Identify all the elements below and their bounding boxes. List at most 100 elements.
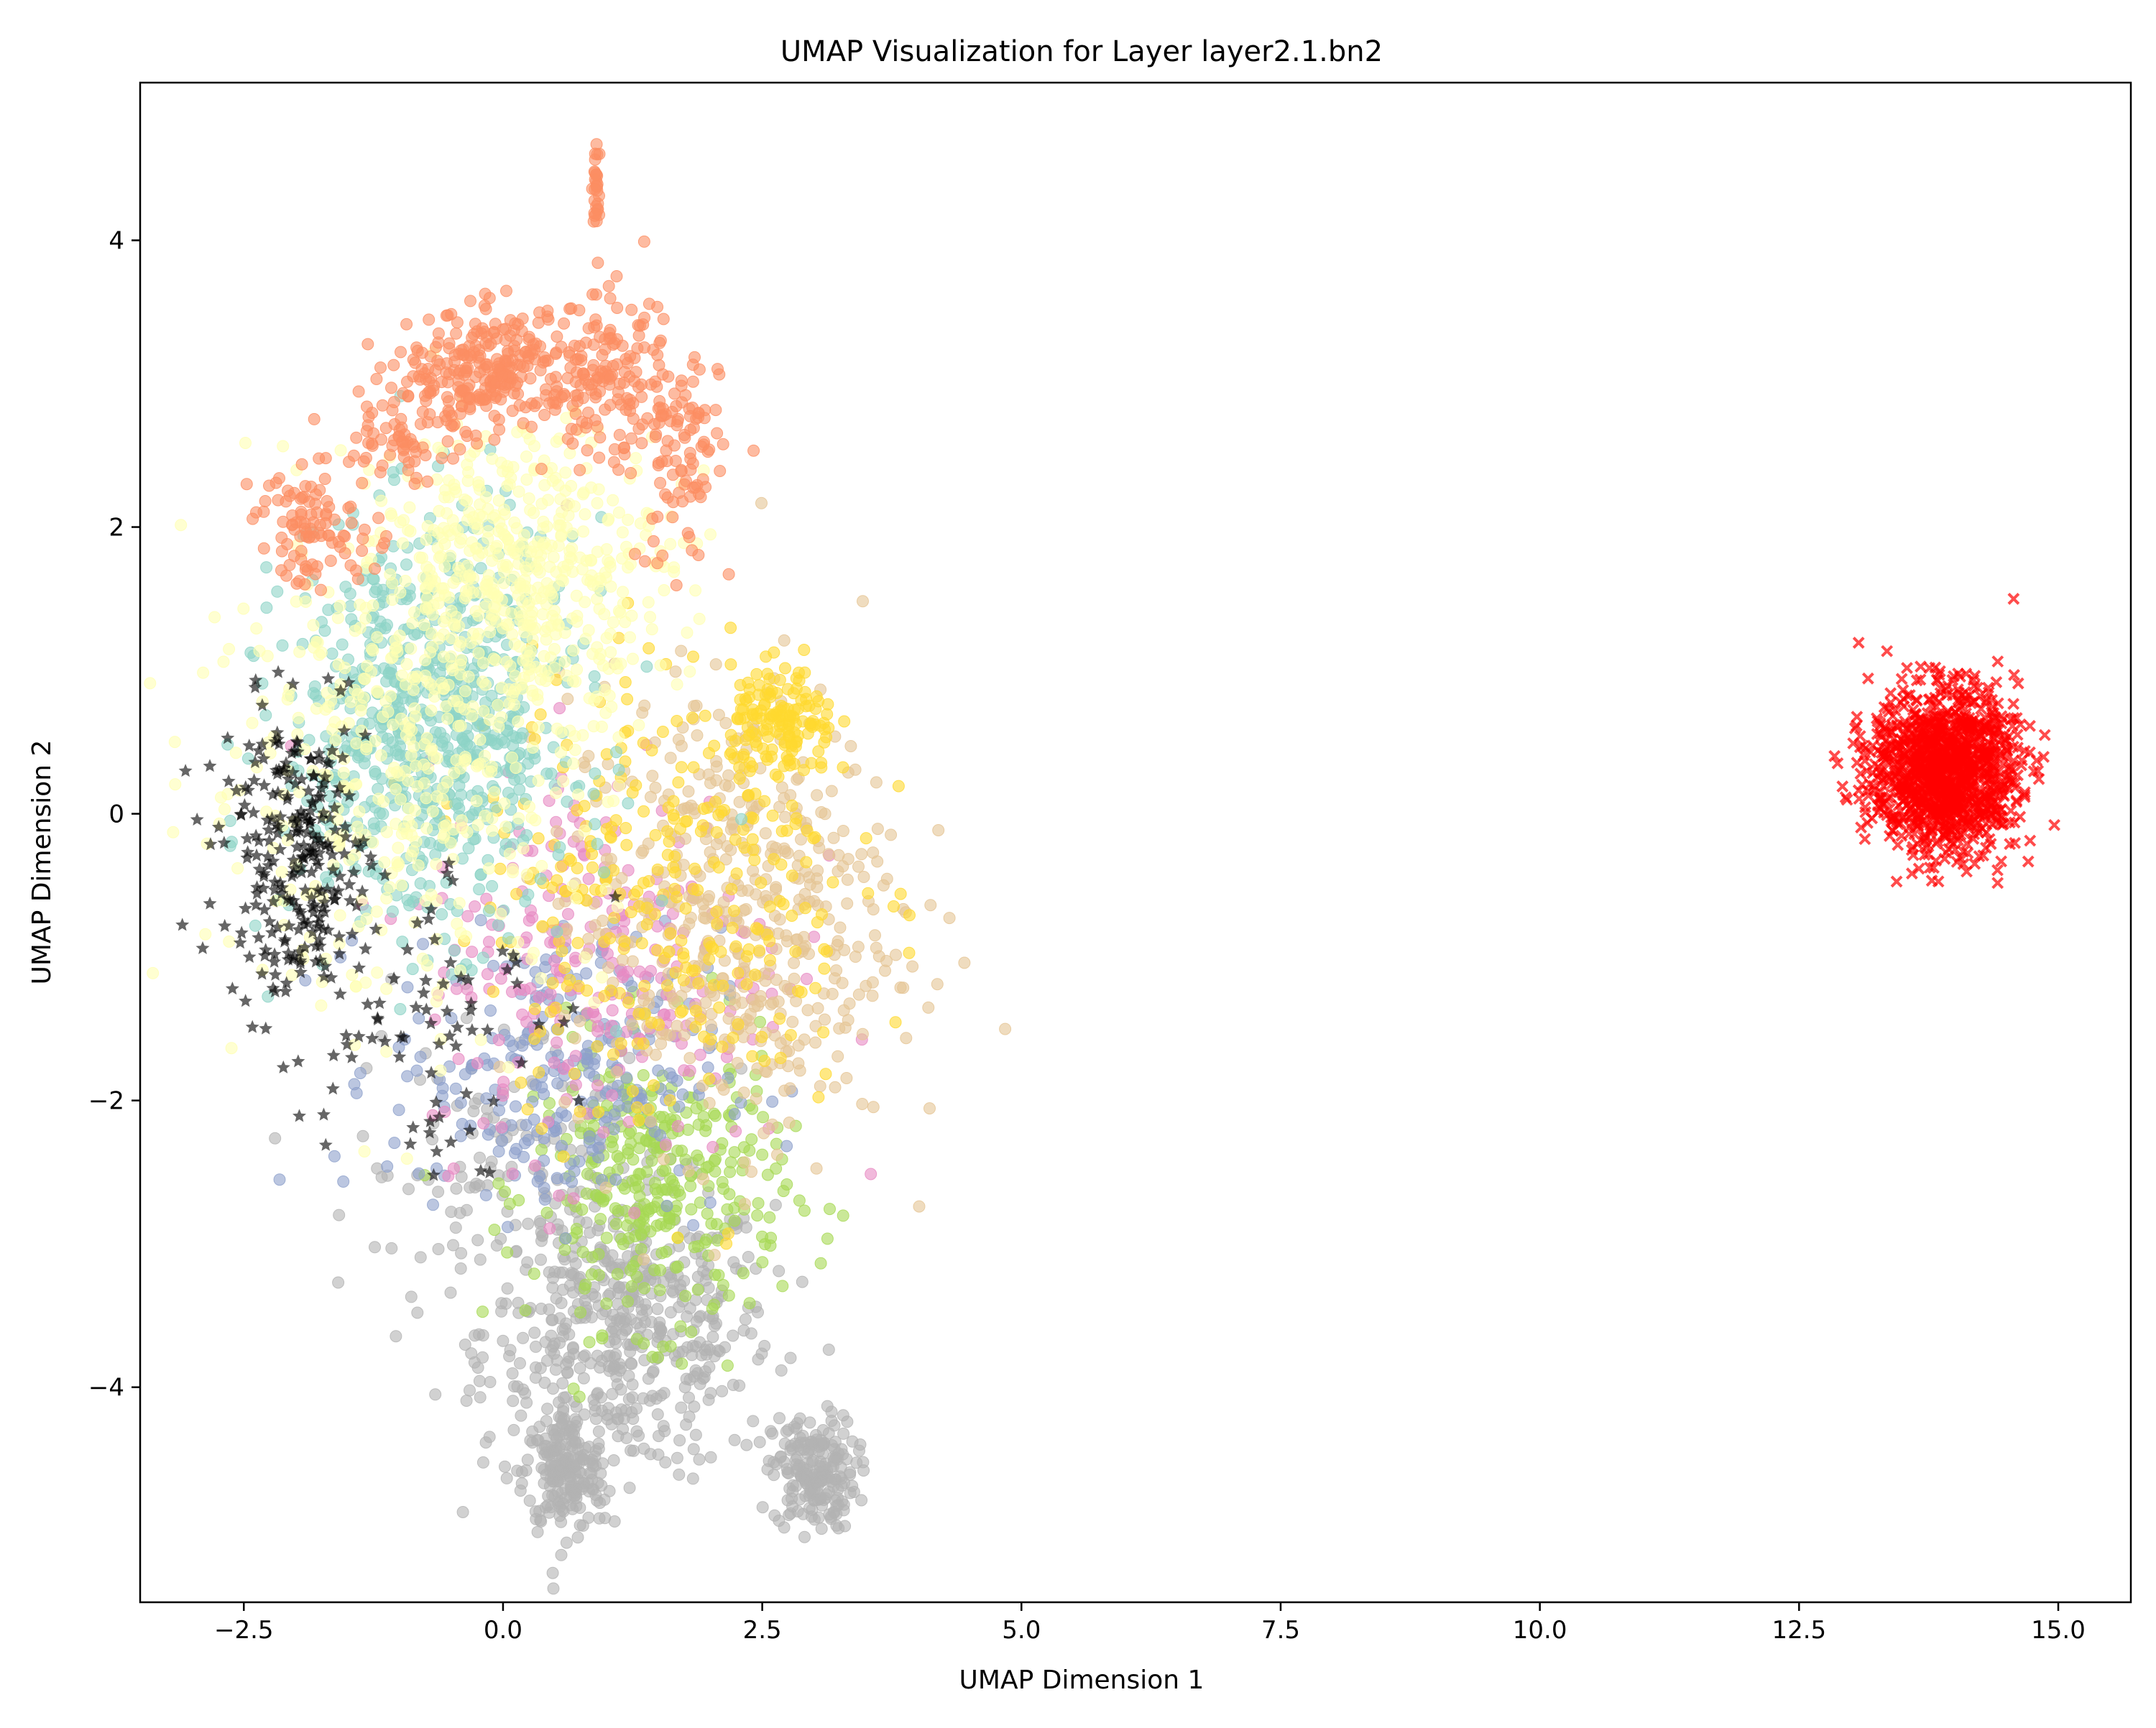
scatter-point xyxy=(667,809,680,821)
scatter-point xyxy=(446,660,459,673)
scatter-point xyxy=(573,1015,586,1027)
scatter-point xyxy=(448,619,461,632)
scatter-point xyxy=(648,907,661,920)
scatter-point xyxy=(780,824,793,837)
scatter-point xyxy=(683,1391,695,1404)
scatter-point xyxy=(568,1067,581,1080)
scatter-point xyxy=(510,522,523,535)
scatter-point xyxy=(622,1369,635,1382)
scatter-point xyxy=(840,1072,853,1084)
scatter-point xyxy=(336,638,349,651)
scatter-point xyxy=(506,1168,519,1181)
scatter-point xyxy=(743,1297,756,1310)
scatter-point xyxy=(344,587,356,600)
scatter-point xyxy=(676,1145,688,1158)
scatter-point xyxy=(712,809,725,821)
scatter-point xyxy=(488,786,501,799)
scatter-point xyxy=(463,340,476,353)
scatter-point xyxy=(333,1209,346,1221)
scatter-point xyxy=(218,803,231,816)
scatter-point xyxy=(472,479,485,492)
scatter-point xyxy=(420,792,433,805)
scatter-point xyxy=(706,1141,719,1153)
scatter-point xyxy=(547,1582,560,1595)
scatter-point xyxy=(645,623,658,636)
scatter-point xyxy=(737,1267,750,1280)
scatter-point xyxy=(889,1016,902,1029)
scatter-point xyxy=(459,1068,471,1081)
scatter-point xyxy=(728,1214,741,1227)
scatter-point xyxy=(400,318,413,331)
scatter-point xyxy=(350,737,363,750)
scatter-point xyxy=(609,1173,622,1186)
scatter-point xyxy=(510,1100,522,1113)
scatter-point xyxy=(676,396,688,409)
scatter-point xyxy=(687,650,699,663)
scatter-point xyxy=(646,770,659,782)
scatter-point xyxy=(384,507,397,520)
scatter-point xyxy=(636,706,649,719)
scatter-point xyxy=(535,1303,548,1315)
scatter-point xyxy=(651,510,664,523)
scatter-point xyxy=(854,1438,867,1451)
scatter-point xyxy=(420,822,433,835)
scatter-point xyxy=(426,805,439,818)
scatter-point xyxy=(758,1055,771,1067)
scatter-point xyxy=(441,712,454,725)
scatter-point xyxy=(866,989,879,1002)
scatter-point xyxy=(824,1512,837,1525)
scatter-point xyxy=(271,585,284,598)
scatter-point xyxy=(704,1196,717,1209)
scatter-point xyxy=(594,431,607,444)
scatter-point xyxy=(637,877,650,890)
scatter-point xyxy=(483,862,495,875)
scatter-point xyxy=(729,940,742,953)
scatter-point xyxy=(842,1014,854,1027)
scatter-point xyxy=(627,412,640,425)
scatter-point xyxy=(556,1140,568,1152)
scatter-point xyxy=(501,1246,514,1259)
scatter-point xyxy=(479,302,492,315)
scatter-point xyxy=(888,900,900,912)
scatter-point xyxy=(371,631,384,644)
scatter-point xyxy=(711,427,724,440)
scatter-point xyxy=(737,823,750,836)
scatter-point xyxy=(627,1260,640,1272)
scatter-point xyxy=(544,987,557,1000)
scatter-point xyxy=(668,565,681,578)
scatter-point xyxy=(691,884,704,897)
scatter-point xyxy=(671,415,684,428)
scatter-point xyxy=(708,1249,721,1262)
scatter-point xyxy=(460,1395,473,1407)
scatter-point xyxy=(175,519,188,532)
scatter-point xyxy=(721,1203,734,1216)
scatter-point xyxy=(530,397,543,410)
scatter-point xyxy=(567,1267,580,1280)
scatter-point xyxy=(837,1209,849,1222)
scatter-point xyxy=(545,1501,558,1514)
scatter-point xyxy=(428,524,441,537)
scatter-point xyxy=(223,642,236,655)
scatter-point xyxy=(432,1243,445,1255)
scatter-point xyxy=(529,1371,542,1384)
scatter-point xyxy=(654,1264,667,1277)
scatter-point xyxy=(546,609,559,622)
scatter-point xyxy=(537,538,550,551)
scatter-point xyxy=(716,1385,729,1397)
scatter-point xyxy=(582,872,595,885)
scatter-point xyxy=(612,1287,625,1300)
scatter-point xyxy=(612,731,625,744)
scatter-point xyxy=(370,905,383,918)
scatter-point xyxy=(619,676,632,688)
scatter-point xyxy=(607,1123,620,1135)
scatter-point xyxy=(581,1168,594,1181)
scatter-point xyxy=(831,1050,844,1063)
scatter-point xyxy=(577,1350,590,1363)
scatter-point xyxy=(568,339,581,352)
scatter-point xyxy=(645,1115,657,1128)
scatter-point xyxy=(464,569,476,582)
scatter-point xyxy=(589,391,602,404)
scatter-point xyxy=(492,918,505,931)
scatter-point xyxy=(503,683,515,696)
scatter-point xyxy=(649,1177,661,1189)
